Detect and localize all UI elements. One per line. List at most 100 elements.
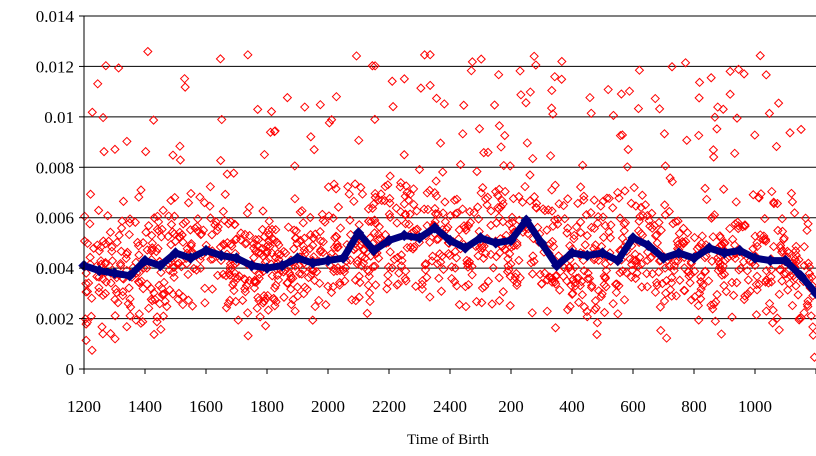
scatter-point: [752, 271, 762, 282]
scatter-point: [679, 285, 690, 296]
scatter-point: [701, 194, 712, 205]
scatter-point: [252, 303, 262, 313]
scatter-point: [708, 145, 719, 155]
trend-point: [642, 239, 654, 252]
scatter-point: [431, 176, 441, 186]
scatter-point: [694, 241, 704, 252]
scatter-point: [122, 136, 132, 147]
scatter-point: [527, 308, 537, 318]
scatter-point: [685, 269, 696, 280]
scatter-point: [147, 238, 158, 249]
scatter-point: [218, 269, 228, 280]
scatter-point: [308, 233, 318, 243]
scatter-point: [221, 303, 232, 313]
scatter-point: [259, 149, 270, 160]
scatter-point: [100, 288, 111, 299]
scatter-point: [630, 273, 641, 284]
scatter-point: [290, 193, 300, 204]
scatter-point: [637, 282, 647, 292]
scatter-point: [542, 275, 553, 285]
scatter-point: [558, 200, 569, 211]
scatter-point: [298, 241, 309, 252]
trend-point: [688, 252, 700, 264]
y-tick-label: 0.002: [36, 310, 74, 329]
scatter-point: [550, 323, 561, 333]
scatter-point: [647, 223, 657, 233]
scatter-point: [694, 93, 704, 103]
scatter-point: [321, 300, 331, 310]
scatter-point: [751, 310, 762, 320]
scatter-point: [421, 272, 432, 283]
scatter-point: [425, 237, 435, 247]
scatter-point: [718, 104, 728, 114]
scatter-point: [553, 214, 563, 224]
scatter-point: [636, 259, 647, 269]
scatter-point: [98, 329, 108, 339]
scatter-point: [430, 209, 441, 219]
scatter-point: [269, 234, 279, 245]
scatter-point: [727, 277, 737, 288]
scatter-point: [189, 263, 199, 274]
scatter-point: [200, 298, 210, 308]
scatter-point: [500, 244, 510, 254]
scatter-point: [605, 233, 616, 243]
scatter-point: [433, 209, 443, 219]
scatter-point: [547, 236, 558, 247]
scatter-point: [81, 335, 91, 346]
scatter-point: [479, 147, 489, 158]
trend-point: [291, 252, 304, 264]
scatter-point: [693, 300, 704, 311]
scatter-point: [286, 273, 296, 284]
scatter-point: [308, 265, 319, 276]
scatter-point: [586, 207, 596, 218]
scatter-point: [400, 266, 411, 276]
scatter-point: [230, 235, 241, 245]
scatter-point: [761, 265, 772, 276]
trend-point: [474, 232, 487, 244]
scatter-point: [318, 247, 328, 258]
scatter-point: [447, 273, 457, 284]
scatter-point: [93, 79, 103, 89]
scatter-point: [462, 255, 472, 266]
scatter-point: [719, 269, 730, 279]
x-tick-label: 2400: [433, 397, 467, 416]
scatter-point: [347, 295, 357, 305]
scatter-point: [221, 270, 231, 281]
scatter-point: [100, 257, 111, 268]
scatter-point: [542, 306, 552, 317]
trend-point: [810, 287, 816, 300]
scatter-point: [802, 299, 813, 310]
scatter-point: [621, 267, 632, 278]
scatter-point: [696, 272, 706, 282]
scatter-point: [367, 61, 378, 71]
scatter-point: [615, 267, 625, 278]
scatter-point: [728, 290, 739, 301]
scatter-point: [421, 259, 431, 269]
scatter-point: [425, 50, 435, 60]
scatter-point: [752, 241, 762, 252]
scatter-point: [180, 82, 190, 92]
scatter-point: [579, 266, 589, 276]
scatter-point: [168, 150, 178, 160]
scatter-point: [86, 293, 97, 303]
scatter-point: [696, 284, 706, 294]
scatter-point: [685, 278, 695, 288]
scatter-point: [667, 176, 678, 187]
scatter-point: [708, 152, 719, 162]
scatter-point: [220, 189, 230, 200]
scatter-point: [547, 185, 557, 195]
scatter-point: [694, 315, 704, 325]
scatter-point: [660, 161, 671, 171]
scatter-point: [177, 230, 187, 240]
scatter-point: [434, 273, 444, 284]
scatter-point: [452, 194, 462, 205]
scatter-point: [791, 281, 801, 291]
scatter-point: [215, 155, 226, 166]
scatter-point: [87, 107, 97, 117]
scatter-point: [195, 192, 205, 202]
scatter-point: [174, 258, 184, 268]
scatter-point: [211, 217, 221, 227]
scatter-point: [480, 248, 491, 259]
scatter-point: [600, 220, 610, 231]
scatter-point: [515, 66, 525, 76]
